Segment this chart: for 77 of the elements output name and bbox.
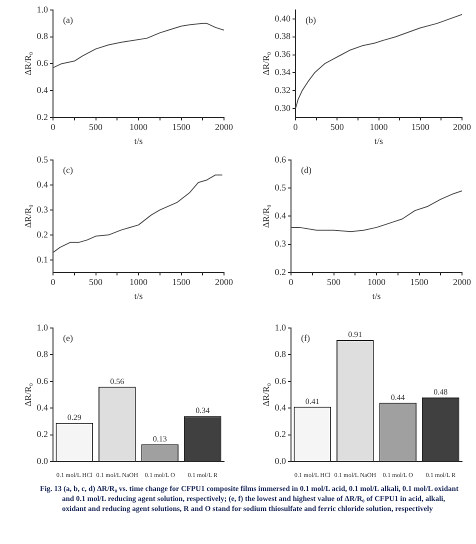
y-tick-label: 0.2 (36, 229, 48, 240)
y-tick-label: 0.5 (274, 182, 287, 192)
annotation: (f) (301, 332, 310, 343)
y-tick-label: 0.6 (274, 154, 287, 164)
y-tick-label: 0.0 (274, 456, 287, 466)
y-axis-title: ΔR/R₀ (22, 52, 33, 76)
y-tick-label: 0.3 (274, 238, 287, 249)
x-tick-label: 1500 (172, 122, 191, 132)
x-axis-title: t/s (134, 136, 144, 146)
data-label: 0.56 (110, 376, 124, 386)
y-tick-label: 0.6 (36, 58, 49, 68)
x-tick-label: 1500 (411, 122, 430, 132)
y-tick-label: 0.40 (274, 13, 292, 24)
data-label: 0.29 (67, 412, 82, 422)
y-tick-label: 0.8 (36, 349, 49, 360)
x-axis-title: t/s (374, 136, 384, 146)
y-tick-label: 0.38 (274, 31, 292, 42)
x-tick-label: 2000 (215, 122, 234, 132)
annotation: (b) (306, 14, 316, 25)
y-tick-label: 1.0 (36, 4, 49, 14)
y-tick-label: 1.0 (274, 322, 287, 332)
x-tick-label: 2000 (453, 122, 472, 132)
y-axis-title: ΔR/R₀ (22, 204, 33, 228)
y-axis-title: ΔR/R₀ (260, 204, 271, 228)
x-tick-label: 1000 (368, 277, 386, 288)
x-tick-label: 1500 (172, 277, 191, 288)
y-tick-label: 0.2 (36, 429, 48, 440)
x-axis-title: t/s (372, 290, 382, 301)
y-tick-label: 0.6 (274, 376, 287, 386)
x-tick-label: 0 (293, 122, 298, 132)
y-tick-label: 0.5 (36, 154, 49, 164)
annotation: (c) (63, 164, 74, 175)
x-tick-label: 2000 (215, 277, 234, 288)
y-tick-label: 0.8 (36, 31, 49, 42)
y-tick-label: 0.8 (274, 349, 287, 360)
y-tick-label: 0.34 (274, 67, 292, 78)
y-tick-label: 0.6 (36, 376, 49, 386)
x-tick-label: 500 (89, 122, 104, 132)
annotation: (a) (63, 14, 74, 25)
x-tick-label: 1000 (130, 277, 148, 288)
x-tick-label: 0 (50, 277, 56, 288)
annotation: (d) (301, 164, 312, 175)
y-tick-label: 0.2 (274, 429, 286, 440)
y-tick-label: 0.36 (274, 49, 292, 60)
x-tick-label: 500 (330, 122, 344, 132)
x-axis-title: t/s (134, 290, 144, 301)
x-tick-label: 1000 (370, 122, 388, 132)
data-label: 0.41 (305, 396, 320, 406)
y-tick-label: 0.4 (274, 210, 287, 221)
data-label: 0.91 (348, 330, 362, 340)
x-tick-label: 500 (89, 277, 104, 288)
y-tick-label: 0.4 (36, 402, 49, 412)
y-tick-label: 0.0 (36, 456, 49, 466)
y-tick-label: 0.4 (36, 84, 49, 95)
x-tick-label: 2000 (453, 277, 472, 288)
data-label: 0.34 (196, 406, 210, 416)
data-label: 0.48 (434, 388, 448, 397)
y-tick-label: 0.2 (274, 266, 286, 277)
y-tick-label: 0.4 (36, 179, 49, 190)
x-tick-label: 1000 (130, 122, 148, 132)
data-label: 0.13 (152, 434, 167, 444)
y-tick-label: 0.4 (274, 402, 287, 412)
y-tick-label: 0.2 (36, 112, 48, 122)
data-label: 0.44 (390, 392, 405, 402)
y-tick-label: 0.30 (274, 102, 292, 113)
x-tick-label: 0 (50, 122, 56, 132)
y-axis-title: ΔR/R₀ (260, 52, 271, 76)
y-tick-label: 0.1 (36, 254, 48, 264)
x-tick-label: 1500 (410, 277, 429, 288)
y-tick-label: 0.3 (36, 204, 49, 214)
x-tick-label: 500 (327, 277, 342, 288)
annotation: (e) (63, 332, 74, 343)
x-tick-label: 0 (288, 277, 294, 288)
y-axis-title: ΔR/R₀ (260, 383, 271, 406)
y-tick-label: 0.32 (274, 84, 291, 95)
y-tick-label: 1.0 (36, 322, 49, 332)
y-axis-title: ΔR/R₀ (22, 383, 33, 406)
